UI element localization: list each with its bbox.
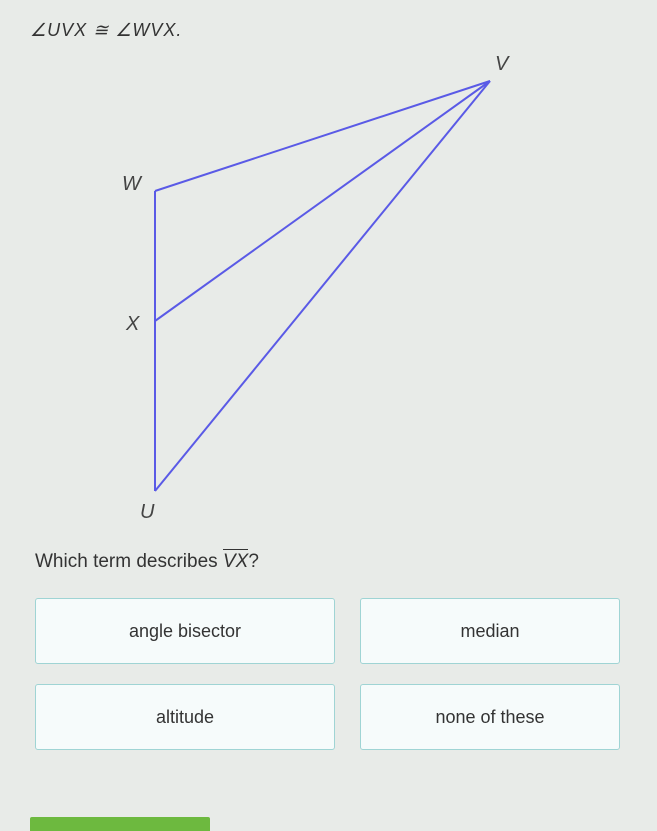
options-grid: angle bisector median altitude none of t… (35, 598, 627, 750)
vertex-label-v: V (495, 53, 508, 76)
option-angle-bisector[interactable]: angle bisector (35, 598, 335, 664)
diagram-svg (60, 51, 560, 531)
question-suffix: ? (248, 551, 259, 572)
vertex-label-w: W (122, 173, 141, 196)
question-prefix: Which term describes (35, 551, 223, 572)
option-median[interactable]: median (360, 598, 620, 664)
vertex-label-u: U (140, 501, 154, 524)
triangle-diagram: V W X U (60, 51, 560, 531)
option-altitude[interactable]: altitude (35, 684, 335, 750)
submit-bar[interactable] (30, 817, 210, 831)
question-text: Which term describes VX? (35, 551, 627, 573)
given-congruence: ∠UVX ≅ ∠WVX. (30, 20, 627, 41)
option-none[interactable]: none of these (360, 684, 620, 750)
vertex-label-x: X (126, 313, 139, 336)
segment-vx: VX (223, 551, 248, 573)
